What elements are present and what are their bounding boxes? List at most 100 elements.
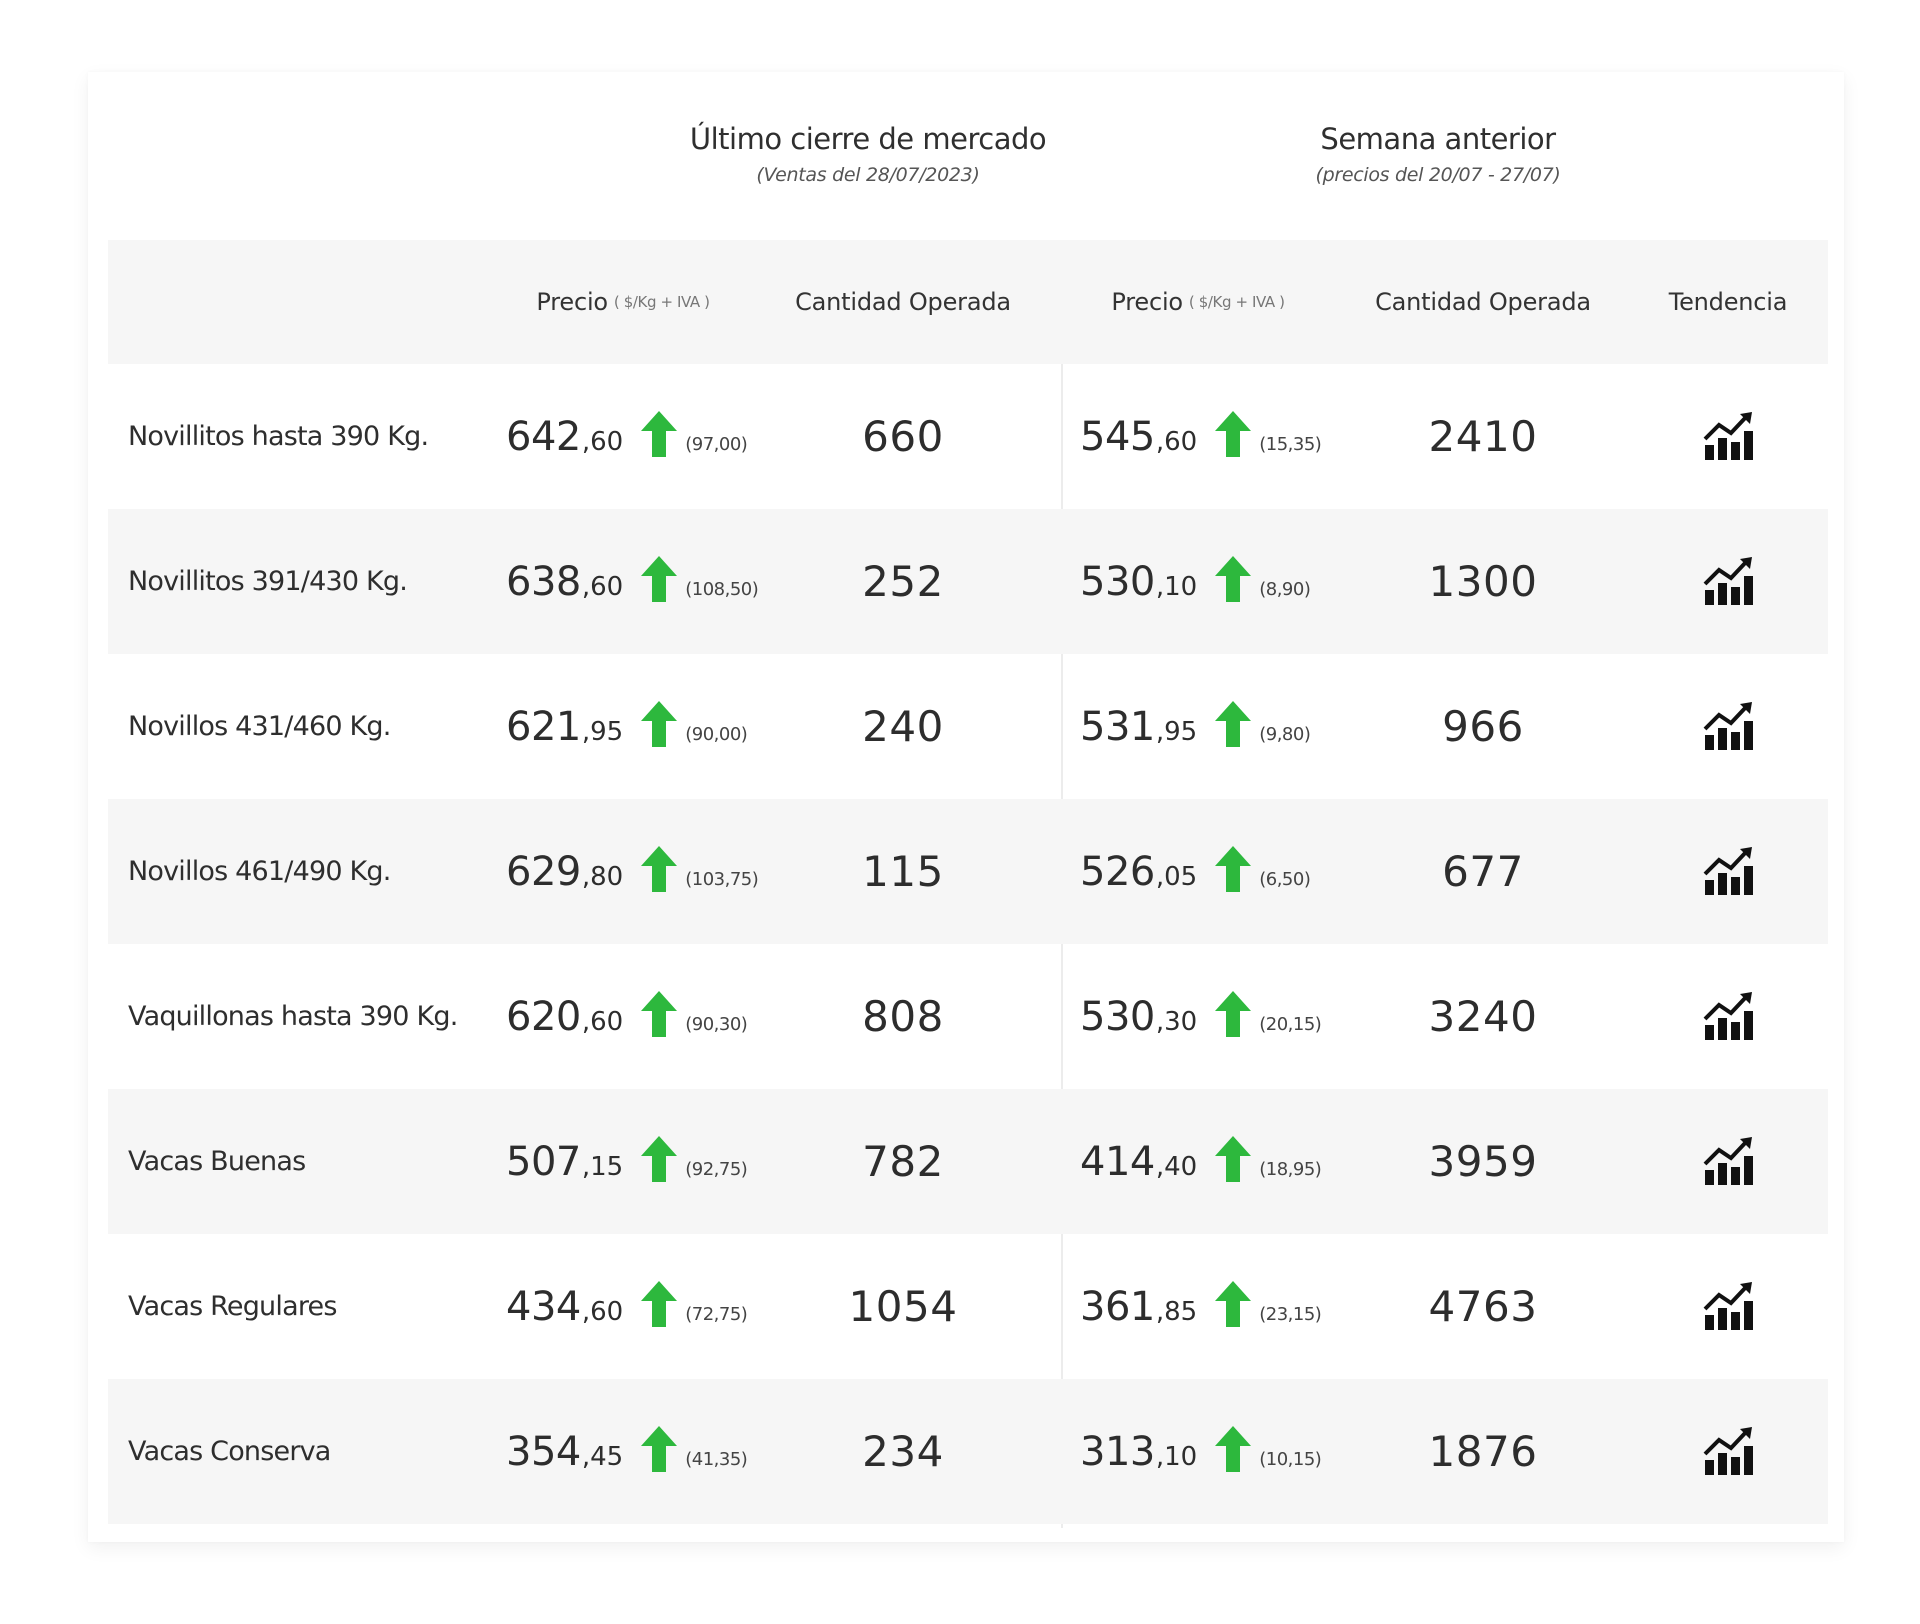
header-quantity-last: Cantidad Operada (795, 288, 1011, 316)
last-price-cell: 642 ,60 (97,00) (506, 364, 766, 509)
price-integer: 361 (1080, 1283, 1155, 1330)
previous-week-title: Semana anterior (1320, 122, 1556, 156)
prices-table: Precio ( $/Kg + IVA ) Cantidad Operada P… (108, 240, 1828, 1528)
last-price-cell: 621 ,95 (90,00) (506, 654, 766, 799)
prev-quantity: 4763 (1428, 1282, 1538, 1331)
market-prices-card: Último cierre de mercado (Ventas del 28/… (88, 72, 1844, 1542)
price-change: (10,15) (1259, 1449, 1322, 1470)
prev-price: 526 ,05 (6,50) (1080, 845, 1311, 895)
arrow-up-icon (1215, 845, 1252, 892)
table-body: Novillitos hasta 390 Kg. 642 ,60 (97,00)… (108, 364, 1828, 1524)
table-row: Vacas Buenas 507 ,15 (92,75) 782 414 ,40… (108, 1089, 1828, 1234)
last-quantity: 1054 (848, 1282, 958, 1331)
trend-up-chart-icon (1703, 846, 1753, 895)
price-integer: 313 (1080, 1428, 1155, 1475)
trend-up-chart-icon (1703, 411, 1753, 460)
price-integer: 530 (1080, 993, 1155, 1040)
price-change: (18,95) (1259, 1159, 1322, 1180)
last-price: 507 ,15 (92,75) (506, 1135, 748, 1185)
previous-week-header: Semana anterior (precios del 20/07 - 27/… (1138, 122, 1738, 186)
arrow-up-icon (641, 410, 678, 457)
price-decimal: ,95 (581, 716, 624, 747)
last-close-header: Último cierre de mercado (Ventas del 28/… (568, 122, 1168, 186)
prev-quantity: 1300 (1428, 557, 1538, 606)
prev-quantity: 677 (1442, 847, 1524, 896)
trend-cell (1628, 944, 1828, 1089)
previous-week-subtitle: (precios del 20/07 - 27/07) (1315, 164, 1561, 186)
price-change: (8,90) (1259, 579, 1311, 600)
prev-price-cell: 531 ,95 (9,80) (1080, 654, 1340, 799)
table-row: Novillitos 391/430 Kg. 638 ,60 (108,50) … (108, 509, 1828, 654)
last-price: 434 ,60 (72,75) (506, 1280, 748, 1330)
price-change: (90,30) (685, 1014, 748, 1035)
prev-price: 313 ,10 (10,15) (1080, 1425, 1322, 1475)
price-decimal: ,45 (581, 1441, 624, 1472)
category-label: Vacas Regulares (128, 1291, 337, 1322)
trend-up-chart-icon (1703, 1136, 1753, 1185)
price-change: (6,50) (1259, 869, 1311, 890)
last-price-cell: 638 ,60 (108,50) (506, 509, 766, 654)
price-decimal: ,10 (1155, 571, 1198, 602)
arrow-up-icon (1215, 700, 1252, 747)
price-integer: 545 (1080, 413, 1155, 460)
price-integer: 526 (1080, 848, 1155, 895)
prev-price: 530 ,10 (8,90) (1080, 555, 1311, 605)
header-price-last: Precio ( $/Kg + IVA ) (493, 240, 753, 364)
category-label: Novillos 431/460 Kg. (128, 711, 391, 742)
trend-up-chart-icon (1703, 556, 1753, 605)
arrow-up-icon (1215, 1280, 1252, 1327)
prev-price: 530 ,30 (20,15) (1080, 990, 1322, 1040)
table-row: Novillitos hasta 390 Kg. 642 ,60 (97,00)… (108, 364, 1828, 509)
trend-cell (1628, 1089, 1828, 1234)
prev-price-cell: 526 ,05 (6,50) (1080, 799, 1340, 944)
prev-price: 531 ,95 (9,80) (1080, 700, 1311, 750)
last-price: 638 ,60 (108,50) (506, 555, 759, 605)
last-price: 620 ,60 (90,30) (506, 990, 748, 1040)
category-label: Vacas Conserva (128, 1436, 331, 1467)
trend-cell (1628, 1379, 1828, 1524)
arrow-up-icon (1215, 410, 1252, 457)
category-label: Vacas Buenas (128, 1146, 306, 1177)
prev-price-cell: 361 ,85 (23,15) (1080, 1234, 1340, 1379)
price-decimal: ,80 (581, 861, 624, 892)
price-change: (103,75) (685, 869, 759, 890)
last-price-cell: 629 ,80 (103,75) (506, 799, 766, 944)
table-row: Vacas Regulares 434 ,60 (72,75) 1054 361… (108, 1234, 1828, 1379)
price-integer: 620 (506, 993, 581, 1040)
arrow-up-icon (641, 555, 678, 602)
trend-up-chart-icon (1703, 991, 1753, 1040)
price-integer: 629 (506, 848, 581, 895)
price-integer: 354 (506, 1428, 581, 1475)
last-price: 642 ,60 (97,00) (506, 410, 748, 460)
arrow-up-icon (641, 700, 678, 747)
last-quantity: 782 (862, 1137, 944, 1186)
header-price-label: Precio (536, 288, 608, 316)
price-decimal: ,95 (1155, 716, 1198, 747)
price-decimal: ,15 (581, 1151, 624, 1182)
price-change: (92,75) (685, 1159, 748, 1180)
price-change: (97,00) (685, 434, 748, 455)
price-decimal: ,40 (1155, 1151, 1198, 1182)
price-integer: 531 (1080, 703, 1155, 750)
trend-up-chart-icon (1703, 1426, 1753, 1475)
price-integer: 434 (506, 1283, 581, 1330)
last-close-title: Último cierre de mercado (689, 122, 1047, 156)
prev-price: 545 ,60 (15,35) (1080, 410, 1322, 460)
prev-price: 361 ,85 (23,15) (1080, 1280, 1322, 1330)
prev-quantity: 1876 (1428, 1427, 1538, 1476)
arrow-up-icon (641, 1135, 678, 1182)
price-change: (90,00) (685, 724, 748, 745)
arrow-up-icon (1215, 1135, 1252, 1182)
price-integer: 638 (506, 558, 581, 605)
trend-cell (1628, 799, 1828, 944)
price-change: (72,75) (685, 1304, 748, 1325)
last-quantity: 252 (862, 557, 944, 606)
price-decimal: ,85 (1155, 1296, 1198, 1327)
prev-price-cell: 313 ,10 (10,15) (1080, 1379, 1340, 1524)
last-price-cell: 354 ,45 (41,35) (506, 1379, 766, 1524)
last-price-cell: 507 ,15 (92,75) (506, 1089, 766, 1234)
arrow-up-icon (641, 845, 678, 892)
price-decimal: ,60 (581, 1296, 624, 1327)
trend-cell (1628, 509, 1828, 654)
price-decimal: ,60 (1155, 426, 1198, 457)
